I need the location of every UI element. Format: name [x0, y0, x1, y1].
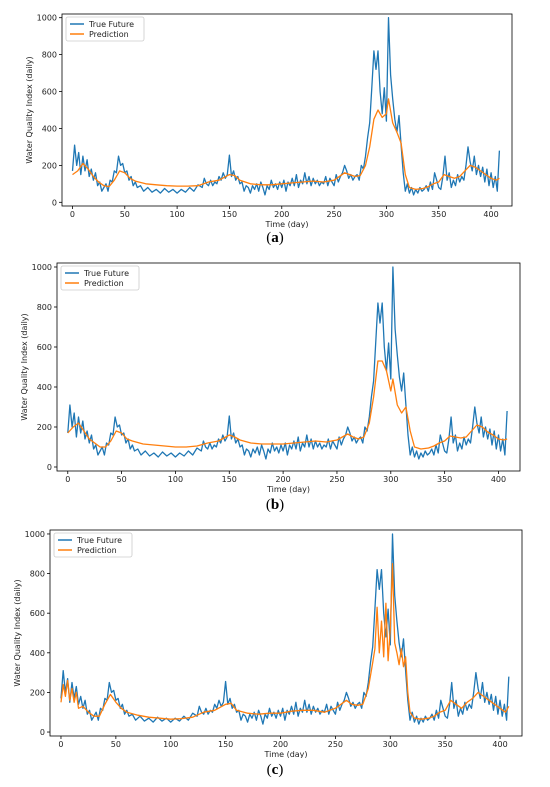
y-tick-label: 200: [42, 161, 57, 170]
caption-c: (c): [266, 762, 284, 778]
y-tick-label: 0: [47, 463, 52, 472]
x-axis-label: Time (day): [263, 750, 307, 758]
y-tick-label: 600: [42, 88, 57, 97]
chart-b-svg: 0 50 100 150 200 250 300 350 400 0 200 400 600 800 100…: [20, 262, 521, 494]
y-tick-label: 400: [30, 649, 45, 658]
y-tick-label: 1000: [25, 530, 45, 539]
series-line-prediction: [67, 360, 508, 450]
x-tick-label: 0: [65, 475, 70, 484]
y-tick-label: 400: [37, 383, 52, 392]
x-tick-label: 150: [222, 475, 237, 484]
chart-panel-a: 0 50 100 150 200 250 300 350 400 0 200 400 600 800 100…: [0, 0, 550, 228]
x-tick-label: 0: [58, 740, 63, 749]
series-line-true-future: [60, 533, 510, 725]
x-tick-label: 400: [483, 210, 498, 219]
caption-b: (b): [265, 497, 285, 513]
chart-panel-c: 0 50 100 150 200 250 300 350 400 0 200 400 600 800 100…: [0, 520, 550, 758]
x-axis-label: Time (day): [264, 220, 308, 228]
series-line-true-future: [71, 17, 501, 196]
legend-label: True Future: [83, 269, 129, 278]
x-tick-label: 200: [274, 210, 289, 219]
plot-frame: [56, 262, 521, 472]
y-tick-label: 0: [40, 728, 45, 737]
x-tick-label: 0: [70, 210, 75, 219]
legend-label: Prediction: [77, 546, 117, 555]
legend-label: True Future: [76, 536, 122, 545]
x-tick-label: 250: [326, 210, 341, 219]
series-line-true-future: [67, 266, 508, 460]
x-tick-label: 300: [383, 475, 398, 484]
x-tick-label: 300: [379, 210, 394, 219]
plot-frame: [49, 529, 523, 737]
x-tick-label: 50: [117, 475, 127, 484]
plot-frame: [61, 13, 513, 207]
y-tick-label: 800: [30, 570, 45, 579]
x-tick-label: 100: [168, 475, 183, 484]
y-tick-label: 1000: [37, 14, 57, 23]
x-tick-label: 50: [111, 740, 121, 749]
x-tick-label: 350: [431, 210, 446, 219]
x-tick-label: 300: [383, 740, 398, 749]
y-tick-label: 800: [37, 303, 52, 312]
series-line-prediction: [72, 98, 500, 191]
y-tick-label: 400: [42, 124, 57, 133]
x-tick-label: 400: [491, 475, 506, 484]
y-axis-label: Water Quality Index (daily): [25, 56, 34, 163]
legend-label: Prediction: [84, 279, 124, 288]
x-tick-label: 250: [328, 740, 343, 749]
x-tick-label: 200: [273, 740, 288, 749]
y-axis-label: Water Quality Index (daily): [20, 313, 29, 420]
series-line-prediction: [60, 563, 510, 720]
chart-a-svg: 0 50 100 150 200 250 300 350 400 0 200 400 600 800 100…: [25, 13, 513, 228]
x-tick-label: 100: [163, 740, 178, 749]
y-tick-label: 800: [42, 51, 57, 60]
x-tick-label: 150: [222, 210, 237, 219]
x-tick-label: 150: [218, 740, 233, 749]
legend-label: True Future: [88, 20, 134, 29]
x-axis-label: Time (day): [266, 485, 310, 494]
x-tick-label: 350: [437, 475, 452, 484]
x-tick-label: 50: [120, 210, 130, 219]
legend-box: [65, 16, 145, 42]
y-tick-label: 200: [37, 423, 52, 432]
caption-a: (a): [266, 230, 284, 246]
y-tick-label: 600: [30, 609, 45, 618]
x-tick-label: 400: [492, 740, 507, 749]
x-tick-label: 100: [169, 210, 184, 219]
x-tick-label: 250: [329, 475, 344, 484]
legend-label: Prediction: [89, 30, 129, 39]
chart-panel-b: 0 50 100 150 200 250 300 350 400 0 200 400 600 800 100…: [0, 255, 550, 495]
legend-box: [60, 265, 140, 291]
legend-box: [53, 532, 133, 558]
chart-c-svg: 0 50 100 150 200 250 300 350 400 0 200 400 600 800 100…: [13, 529, 523, 758]
y-tick-label: 0: [52, 198, 57, 207]
x-tick-label: 200: [275, 475, 290, 484]
y-tick-label: 600: [37, 343, 52, 352]
x-tick-label: 350: [438, 740, 453, 749]
y-tick-label: 200: [30, 688, 45, 697]
y-tick-label: 1000: [32, 263, 52, 272]
y-axis-label: Water Quality Index (daily): [13, 579, 22, 686]
